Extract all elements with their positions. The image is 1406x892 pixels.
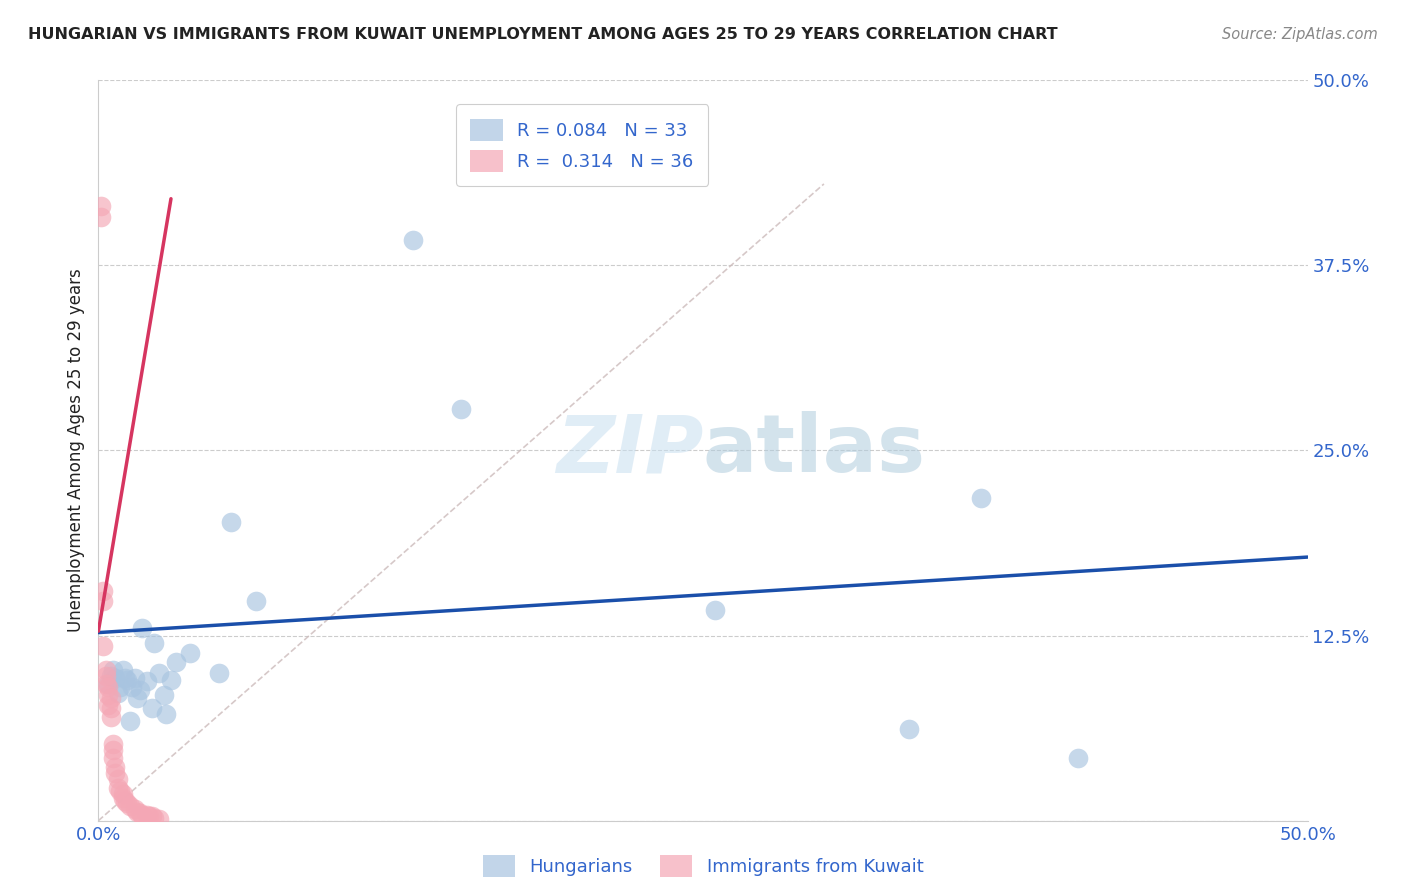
Y-axis label: Unemployment Among Ages 25 to 29 years: Unemployment Among Ages 25 to 29 years <box>66 268 84 632</box>
Point <box>114 672 136 686</box>
Text: atlas: atlas <box>703 411 927 490</box>
Point <box>97 677 120 691</box>
Point <box>128 683 150 698</box>
Point <box>91 639 114 653</box>
Point <box>94 677 117 691</box>
Point <box>101 663 124 677</box>
Point <box>108 681 131 695</box>
Point <box>104 766 127 780</box>
Point <box>90 199 112 213</box>
Point <box>101 737 124 751</box>
Point <box>897 722 920 736</box>
Point <box>141 701 163 715</box>
Point <box>148 665 170 680</box>
Point <box>208 665 231 680</box>
Point <box>127 690 149 705</box>
Point <box>97 681 120 695</box>
Point <box>148 812 170 826</box>
Point <box>118 714 141 729</box>
Point <box>100 690 122 705</box>
Point <box>107 686 129 700</box>
Point <box>124 802 146 816</box>
Point <box>141 809 163 823</box>
Point <box>91 594 114 608</box>
Point <box>111 791 134 805</box>
Point <box>1067 751 1090 765</box>
Point <box>94 668 117 682</box>
Point <box>117 796 139 810</box>
Point <box>135 674 157 689</box>
Text: Source: ZipAtlas.com: Source: ZipAtlas.com <box>1222 27 1378 42</box>
Point <box>704 603 727 617</box>
Point <box>143 636 166 650</box>
Point <box>131 621 153 635</box>
Point <box>97 698 120 713</box>
Point <box>143 811 166 825</box>
Point <box>91 584 114 599</box>
Point <box>101 751 124 765</box>
Point <box>179 646 201 660</box>
Point <box>131 807 153 822</box>
Point <box>221 515 243 529</box>
Point <box>450 402 472 417</box>
Text: ZIP: ZIP <box>555 411 703 490</box>
Point <box>118 798 141 813</box>
Point <box>104 672 127 686</box>
Legend: R = 0.084   N = 33, R =  0.314   N = 36: R = 0.084 N = 33, R = 0.314 N = 36 <box>456 104 709 186</box>
Point <box>135 807 157 822</box>
Point <box>111 787 134 801</box>
Point <box>107 772 129 787</box>
Point <box>97 688 120 702</box>
Point <box>124 672 146 686</box>
Point <box>155 706 177 721</box>
Point <box>128 806 150 821</box>
Point <box>127 805 149 819</box>
Point <box>104 760 127 774</box>
Point <box>165 655 187 669</box>
Point <box>100 701 122 715</box>
Point <box>101 742 124 756</box>
Text: HUNGARIAN VS IMMIGRANTS FROM KUWAIT UNEMPLOYMENT AMONG AGES 25 TO 29 YEARS CORRE: HUNGARIAN VS IMMIGRANTS FROM KUWAIT UNEM… <box>28 27 1057 42</box>
Point <box>402 233 425 247</box>
Point <box>970 491 993 505</box>
Point <box>152 688 174 702</box>
Point <box>107 780 129 795</box>
Point <box>245 594 267 608</box>
Point <box>117 673 139 687</box>
Point <box>138 809 160 823</box>
Point <box>94 663 117 677</box>
Point <box>111 663 134 677</box>
Point <box>114 794 136 808</box>
Point <box>90 210 112 224</box>
Point <box>108 784 131 798</box>
Point <box>160 673 183 687</box>
Point <box>100 668 122 682</box>
Point <box>100 710 122 724</box>
Point <box>121 681 143 695</box>
